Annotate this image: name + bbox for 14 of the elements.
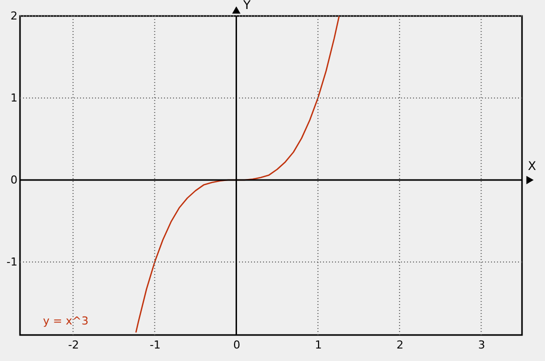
y-tick-label: 0 (10, 174, 18, 187)
x-tick-label: 0 (233, 338, 240, 352)
x-axis-title: X (528, 159, 536, 174)
x-tick-label: -1 (150, 338, 161, 352)
line-series (135, 16, 340, 334)
text: y = x^3 (43, 314, 88, 328)
y-tick-label: 1 (10, 92, 18, 105)
x-tick-label: 3 (478, 338, 486, 352)
y-tick-label: -1 (6, 256, 18, 269)
x-tick-label: 1 (314, 338, 322, 352)
x-tick-label: 2 (396, 338, 404, 352)
y-axis-title: Y (242, 0, 252, 12)
y-tick-label: 2 (10, 10, 18, 22)
x-tick-label: -2 (68, 338, 80, 352)
